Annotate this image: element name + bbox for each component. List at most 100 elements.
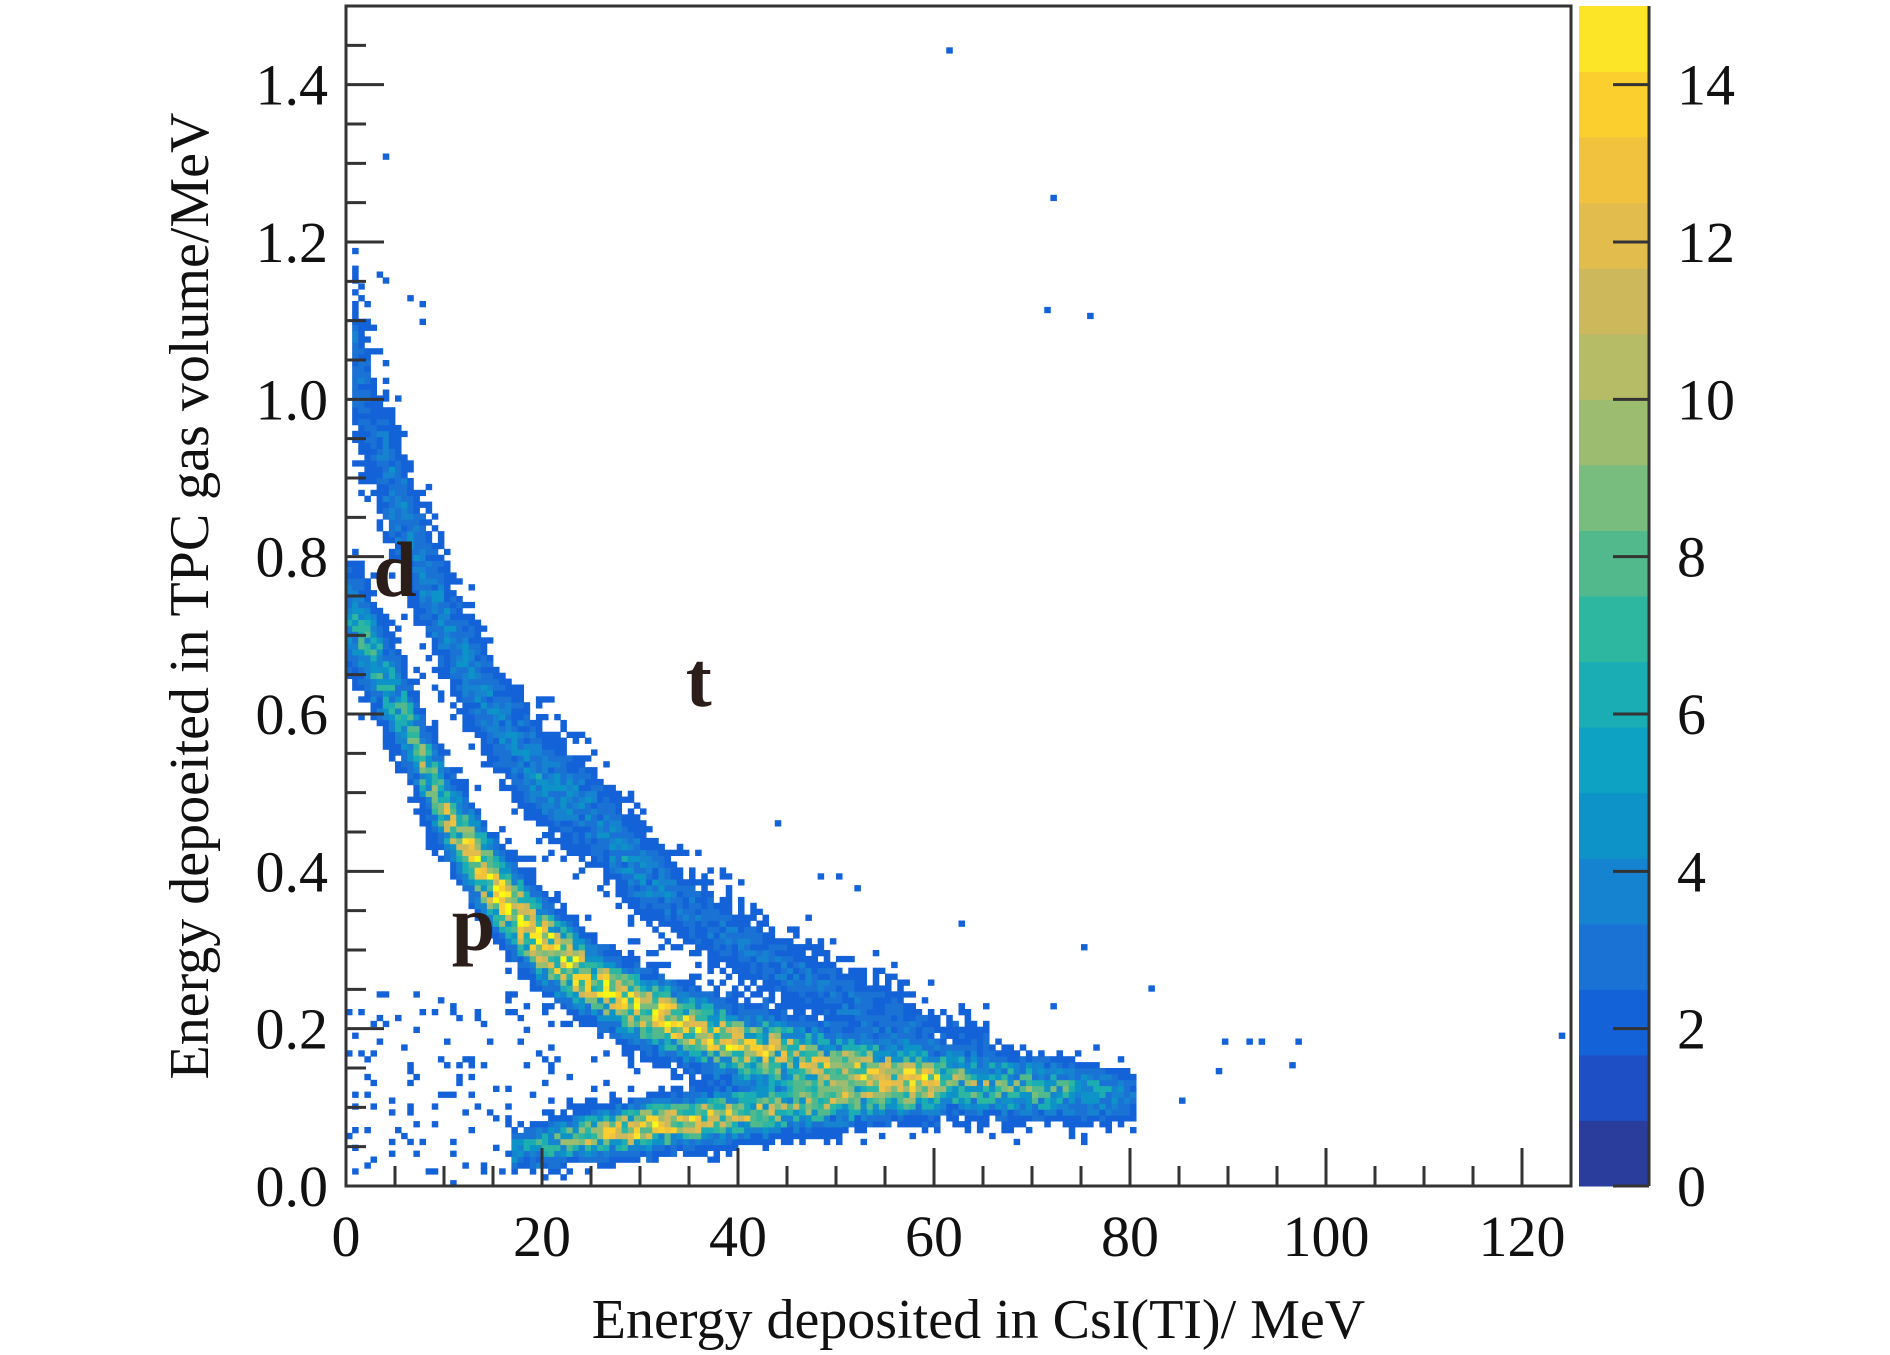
histogram-bin [633,843,641,851]
histogram-bin [633,1121,641,1128]
histogram-bin [799,1103,806,1110]
histogram-bin [529,908,537,915]
histogram-bin [707,979,714,986]
histogram-bin [1019,1085,1027,1092]
histogram-bin [670,891,678,898]
histogram-bin [499,885,506,892]
histogram-bin [640,896,647,904]
histogram-bin [474,660,482,668]
histogram-bin [486,861,494,868]
histogram-bin [572,837,580,845]
histogram-bin [382,430,390,438]
histogram-bin [701,1138,708,1146]
histogram-bin [970,1056,978,1063]
histogram-bin [566,784,574,792]
histogram-bin [603,873,610,880]
histogram-bin [419,519,427,526]
histogram-bin [560,808,567,815]
histogram-bin [664,938,672,945]
histogram-bin [505,690,512,697]
histogram-bin [633,1132,641,1140]
histogram-bin [725,1091,733,1098]
histogram-bin [566,767,574,774]
histogram-bin [652,1038,659,1045]
histogram-bin [811,1062,819,1069]
histogram-bin [548,737,555,744]
histogram-bin [603,973,610,980]
histogram-bin [450,643,457,650]
histogram-bin [382,507,390,514]
histogram-bin [738,1026,745,1033]
histogram-bin [493,696,500,703]
histogram-bin [695,1026,702,1033]
histogram-bin [548,826,555,833]
histogram-bin [640,1038,647,1045]
histogram-bin [535,914,543,921]
histogram-bin [511,1132,518,1140]
histogram-bin [848,1056,855,1063]
histogram-bin [829,997,837,1004]
histogram-bin [474,843,482,851]
histogram-bin [499,719,506,727]
histogram-bin [358,655,365,662]
histogram-bin [627,1097,635,1104]
histogram-bin [854,1091,861,1098]
histogram-bin [707,991,714,998]
histogram-bin [450,778,457,786]
histogram-bin [597,1032,604,1039]
histogram-bin [542,1150,549,1157]
histogram-bin [493,861,500,868]
histogram-bin [964,1062,972,1069]
histogram-bin [419,613,427,620]
histogram-bin [529,938,537,945]
histogram-bin [725,1056,733,1063]
histogram-bin [572,796,580,803]
histogram-bin [1081,1109,1088,1116]
histogram-bin [934,1056,941,1063]
histogram-bin [983,1026,990,1033]
histogram-bin [486,926,494,933]
histogram-bin [682,1132,690,1140]
histogram-bin [615,891,623,898]
histogram-bin [517,708,525,715]
histogram-bin [572,938,580,945]
histogram-bin [395,684,402,691]
histogram-bin [548,796,555,803]
histogram-bin [1074,1050,1082,1057]
histogram-bin [787,1132,794,1140]
histogram-bin [468,613,476,620]
histogram-bin [983,1115,990,1122]
histogram-bin [480,708,488,715]
histogram-bin [474,631,482,638]
histogram-bin [548,755,555,762]
histogram-bin [352,649,359,656]
histogram-bin [1013,1062,1021,1069]
histogram-bin [811,944,819,951]
histogram-bin [462,802,469,809]
histogram-bin [633,1109,641,1116]
histogram-bin [848,1032,855,1039]
histogram-bin [529,737,537,744]
histogram-bin [1074,1079,1082,1087]
histogram-bin [725,973,733,980]
histogram-bin [787,1127,794,1134]
histogram-bin [1099,1103,1106,1110]
histogram-bin [842,1115,849,1122]
histogram-bin [376,708,384,715]
histogram-bin [652,1115,659,1122]
histogram-bin [817,1009,825,1016]
histogram-bin [450,596,457,603]
histogram-bin [1001,1121,1008,1128]
histogram-bin [866,1032,874,1039]
histogram-bin [480,725,488,733]
histogram-bin [1007,1127,1015,1134]
histogram-bin [1111,1079,1119,1087]
histogram-bin [584,767,592,774]
histogram-bin [566,1103,574,1110]
histogram-bin [762,1085,770,1092]
histogram-bin [554,1168,561,1175]
histogram-bin [646,1020,653,1028]
histogram-bin [640,855,647,862]
histogram-bin [701,1009,708,1016]
histogram-bin [584,991,592,998]
